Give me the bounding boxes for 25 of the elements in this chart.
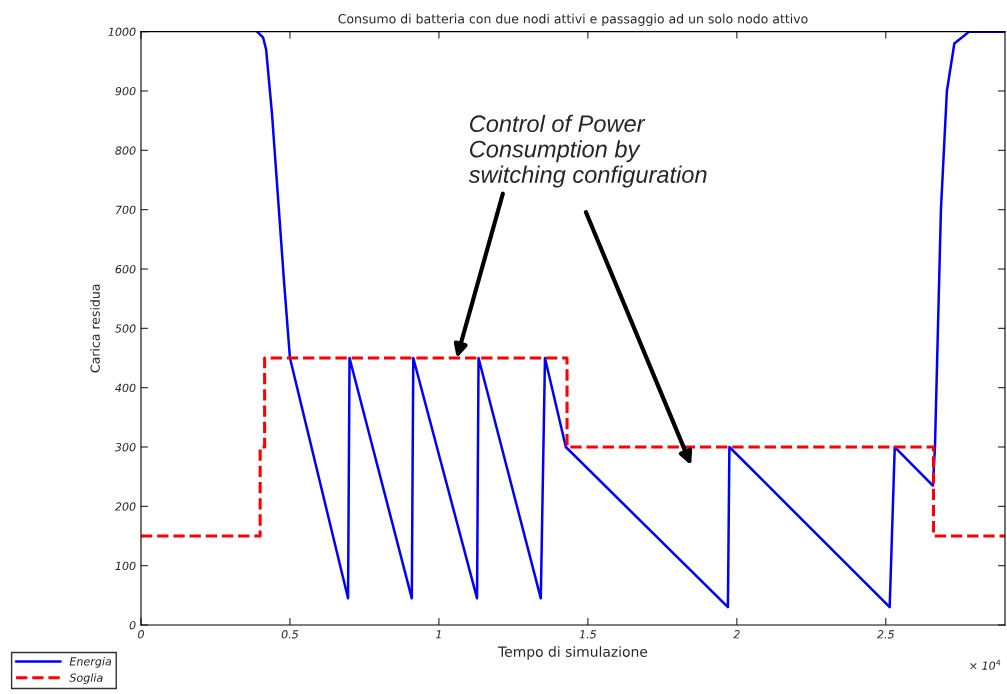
chart-title: Consumo di batteria con due nodi attivi e passaggio ad un solo nodo attivo bbox=[338, 13, 808, 26]
x-tick-label: 2 bbox=[733, 630, 740, 639]
x-tick-label: 0 bbox=[138, 630, 144, 639]
legend-label: Soglia bbox=[69, 673, 103, 684]
legend-label: Energia bbox=[69, 656, 112, 668]
x-tick-label: 1.5 bbox=[579, 630, 597, 639]
y-tick-label: 600 bbox=[115, 264, 136, 274]
y-tick-label: 400 bbox=[115, 383, 136, 393]
x-tick-label: 2.5 bbox=[877, 630, 895, 639]
y-tick-label: 0 bbox=[129, 620, 136, 630]
x-tick-label: 1 bbox=[435, 630, 441, 639]
text: × 10$^{4}$ bbox=[970, 659, 1001, 670]
annotation: Control of Power Consumption by switching configuration bbox=[468, 114, 707, 188]
y-tick-label: 900 bbox=[115, 86, 136, 96]
line-series bbox=[255, 31, 1005, 609]
y-tick-label: 700 bbox=[115, 205, 136, 215]
y-tick-label: 200 bbox=[114, 502, 136, 511]
y-tick-label: 300 bbox=[114, 442, 136, 452]
x-tick-label: 0.5 bbox=[281, 630, 299, 639]
x-axis-title: Tempo di simulazione bbox=[498, 646, 648, 660]
y-tick-label: 500 bbox=[115, 324, 136, 333]
y-tick-label: 1000 bbox=[108, 27, 136, 37]
y-axis-title: Carica residua bbox=[90, 284, 100, 373]
y-tick-label: 800 bbox=[115, 146, 136, 155]
y-tick-label: 100 bbox=[115, 561, 136, 571]
